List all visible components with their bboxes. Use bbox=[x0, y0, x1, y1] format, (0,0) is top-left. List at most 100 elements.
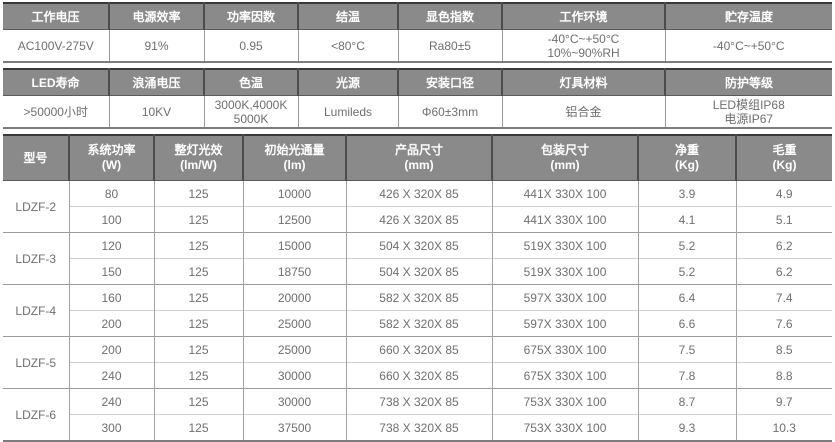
gross-weight-cell: 7.6 bbox=[736, 310, 832, 337]
gross-weight-cell: 6.2 bbox=[736, 232, 832, 259]
spec2-header-color-temp: 色温 bbox=[204, 69, 299, 96]
package-size-cell: 597X 330X 100 bbox=[492, 310, 639, 337]
spec1-header-working-voltage: 工作电压 bbox=[3, 3, 110, 30]
product-size-cell: 582 X 320X 85 bbox=[346, 310, 493, 337]
product-size-cell: 426 X 320X 85 bbox=[346, 180, 493, 207]
spec1-value-row: AC100V-275V 91% 0.95 <80°C Ra80±5 -40°C~… bbox=[3, 29, 832, 62]
efficacy-cell: 125 bbox=[154, 258, 244, 285]
flux-cell: 10000 bbox=[243, 180, 347, 207]
efficacy-cell: 125 bbox=[154, 206, 244, 233]
spec1-value-working-voltage: AC100V-275V bbox=[3, 29, 110, 62]
main-header-system-power: 系统功率 (W) bbox=[69, 135, 155, 181]
spec2-value-color-temp: 3000K,4000K 5000K bbox=[204, 95, 299, 128]
flux-cell: 30000 bbox=[243, 388, 347, 415]
package-size-cell: 441X 330X 100 bbox=[492, 206, 639, 233]
spec2-value-protection-rating: LED模组IP68 电源IP67 bbox=[712, 97, 785, 126]
spec2-value-fixture-material: 铝合金 bbox=[502, 95, 666, 128]
main-header-product-size: 产品尺寸 (mm) bbox=[346, 135, 493, 181]
power-cell: 80 bbox=[69, 180, 155, 207]
power-cell: 120 bbox=[69, 232, 155, 259]
net-weight-cell: 6.4 bbox=[638, 284, 737, 311]
table-row: 300 125 37500 738 X 320X 85 753X 330X 10… bbox=[3, 414, 832, 441]
efficacy-cell: 125 bbox=[154, 414, 244, 441]
net-weight-cell: 7.5 bbox=[638, 336, 737, 363]
spec2-header-fixture-material: 灯具材料 bbox=[502, 69, 666, 96]
spec1-value-working-environment: -40°C~+50°C 10%~90%RH bbox=[502, 29, 666, 62]
gross-weight-cell: 4.9 bbox=[736, 180, 832, 207]
power-cell: 160 bbox=[69, 284, 155, 311]
package-size-cell: 597X 330X 100 bbox=[492, 284, 639, 311]
model-cell: LDZF-2 bbox=[3, 180, 70, 233]
gross-weight-cell: 9.7 bbox=[736, 388, 832, 415]
spec1-header-cri: 显色指数 bbox=[398, 3, 503, 30]
net-weight-cell: 7.8 bbox=[638, 362, 737, 389]
spec2-header-row: LED寿命 浪涌电压 色温 光源 安装口径 灯具材料 防护等级 bbox=[3, 69, 832, 96]
product-size-cell: 504 X 320X 85 bbox=[346, 258, 493, 285]
package-size-cell: 675X 330X 100 bbox=[492, 336, 639, 363]
table-row: LDZF-2 80 125 10000 426 X 320X 85 441X 3… bbox=[3, 180, 832, 233]
spec1-header-row: 工作电压 电源效率 功率因数 结温 显色指数 工作环境 贮存温度 bbox=[3, 3, 832, 30]
power-cell: 300 bbox=[69, 414, 155, 441]
model-cell: LDZF-3 bbox=[3, 232, 70, 285]
spec1-value-cri: Ra80±5 bbox=[398, 29, 503, 62]
power-cell: 200 bbox=[69, 310, 155, 337]
spec-table-physical: LED寿命 浪涌电压 色温 光源 安装口径 灯具材料 防护等级 >50000小时… bbox=[3, 68, 832, 129]
table-row: 100 125 12500 426 X 320X 85 441X 330X 10… bbox=[3, 206, 832, 233]
table-row: LDZF-6 240 125 30000 738 X 320X 85 753X … bbox=[3, 388, 832, 441]
spec2-value-light-source: Lumileds bbox=[298, 95, 399, 128]
main-header-package-size: 包装尺寸 (mm) bbox=[492, 135, 639, 181]
spec2-header-mounting-diameter: 安装口径 bbox=[398, 69, 503, 96]
power-cell: 100 bbox=[69, 206, 155, 233]
model-cell: LDZF-4 bbox=[3, 284, 70, 337]
package-size-cell: 675X 330X 100 bbox=[492, 362, 639, 389]
main-header-initial-flux: 初始光通量 (lm) bbox=[243, 135, 347, 181]
flux-cell: 25000 bbox=[243, 310, 347, 337]
product-size-cell: 738 X 320X 85 bbox=[346, 414, 493, 441]
net-weight-cell: 3.9 bbox=[638, 180, 737, 207]
net-weight-cell: 4.1 bbox=[638, 206, 737, 233]
table-row: LDZF-5 200 125 25000 660 X 320X 85 675X … bbox=[3, 336, 832, 389]
table-row: LDZF-4 160 125 20000 582 X 320X 85 597X … bbox=[3, 284, 832, 337]
product-size-cell: 504 X 320X 85 bbox=[346, 232, 493, 259]
product-size-cell: 582 X 320X 85 bbox=[346, 284, 493, 311]
spec1-header-power-efficiency: 电源效率 bbox=[109, 3, 205, 30]
spec-table-electrical: 工作电压 电源效率 功率因数 结温 显色指数 工作环境 贮存温度 AC100V-… bbox=[3, 2, 832, 63]
spec2-header-surge-voltage: 浪涌电压 bbox=[109, 69, 205, 96]
model-cell: LDZF-6 bbox=[3, 388, 70, 441]
flux-cell: 37500 bbox=[243, 414, 347, 441]
spec2-header-protection-rating: 防护等级 bbox=[665, 69, 832, 96]
spec2-value-row: >50000小时 10KV 3000K,4000K 5000K Lumileds … bbox=[3, 95, 832, 128]
package-size-cell: 519X 330X 100 bbox=[492, 232, 639, 259]
flux-cell: 15000 bbox=[243, 232, 347, 259]
spec1-header-junction-temp: 结温 bbox=[298, 3, 399, 30]
efficacy-cell: 125 bbox=[154, 362, 244, 389]
net-weight-cell: 6.6 bbox=[638, 310, 737, 337]
flux-cell: 20000 bbox=[243, 284, 347, 311]
gross-weight-cell: 8.8 bbox=[736, 362, 832, 389]
main-header-luminous-efficacy: 整灯光效 (lm/W) bbox=[154, 135, 244, 181]
table-row: LDZF-3 120 125 15000 504 X 320X 85 519X … bbox=[3, 232, 832, 285]
spec1-header-power-factor: 功率因数 bbox=[204, 3, 299, 30]
flux-cell: 18750 bbox=[243, 258, 347, 285]
net-weight-cell: 5.2 bbox=[638, 232, 737, 259]
spec2-value-mounting-diameter: Φ60±3mm bbox=[398, 95, 503, 128]
spec2-header-led-lifetime: LED寿命 bbox=[3, 69, 110, 96]
spec1-value-storage-temp: -40°C~+50°C bbox=[712, 38, 785, 53]
product-size-cell: 738 X 320X 85 bbox=[346, 388, 493, 415]
spec2-value-led-lifetime: >50000小时 bbox=[3, 95, 110, 128]
net-weight-cell: 5.2 bbox=[638, 258, 737, 285]
main-header-model: 型号 bbox=[3, 135, 70, 181]
spec1-value-junction-temp: <80°C bbox=[298, 29, 399, 62]
product-size-cell: 426 X 320X 85 bbox=[346, 206, 493, 233]
spec1-value-power-factor: 0.95 bbox=[204, 29, 299, 62]
power-cell: 240 bbox=[69, 362, 155, 389]
spec1-header-storage-temp: 贮存温度 bbox=[665, 3, 832, 30]
model-cell: LDZF-5 bbox=[3, 336, 70, 389]
table-row: 150 125 18750 504 X 320X 85 519X 330X 10… bbox=[3, 258, 832, 285]
efficacy-cell: 125 bbox=[154, 310, 244, 337]
efficacy-cell: 125 bbox=[154, 284, 244, 311]
efficacy-cell: 125 bbox=[154, 232, 244, 259]
efficacy-cell: 125 bbox=[154, 388, 244, 415]
power-cell: 150 bbox=[69, 258, 155, 285]
